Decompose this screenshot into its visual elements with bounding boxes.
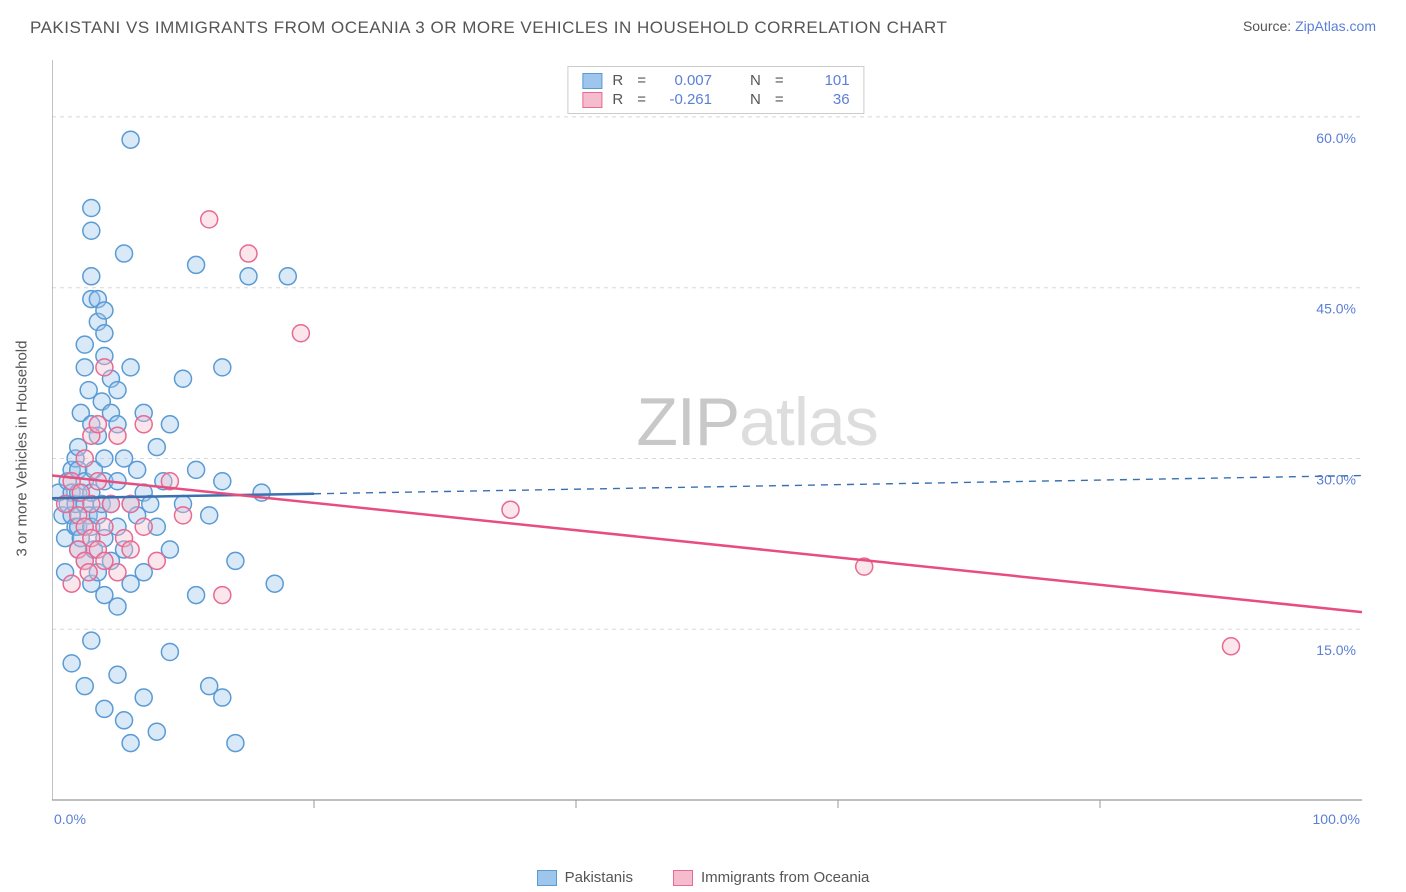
- stat-r-value: -0.261: [656, 91, 712, 108]
- legend-swatch: [582, 73, 602, 89]
- legend-item: Immigrants from Oceania: [673, 869, 869, 886]
- stat-r-label: R: [612, 91, 623, 108]
- source-attribution: Source: ZipAtlas.com: [1243, 18, 1376, 34]
- legend-label: Immigrants from Oceania: [701, 869, 869, 886]
- legend-swatch: [537, 870, 557, 886]
- stats-legend: R = 0.007 N = 101 R = -0.261 N = 36: [567, 66, 864, 114]
- svg-text:60.0%: 60.0%: [1316, 130, 1356, 146]
- equals-sign: =: [637, 72, 646, 89]
- svg-text:15.0%: 15.0%: [1316, 642, 1356, 658]
- stat-n-label: N: [750, 91, 761, 108]
- legend-swatch: [673, 870, 693, 886]
- series-legend: Pakistanis Immigrants from Oceania: [0, 869, 1406, 886]
- chart-container: PAKISTANI VS IMMIGRANTS FROM OCEANIA 3 O…: [0, 0, 1406, 892]
- legend-swatch: [582, 92, 602, 108]
- plot-area: 15.0%30.0%45.0%60.0%0.0%100.0% ZIPatlas …: [52, 60, 1380, 830]
- legend-label: Pakistanis: [565, 869, 633, 886]
- stat-n-label: N: [750, 72, 761, 89]
- stat-n-value: 101: [794, 72, 850, 89]
- source-link[interactable]: ZipAtlas.com: [1295, 18, 1376, 34]
- scatter-plot-svg: 15.0% 30.0% 45.0% 60.0% 0.0% 100.0%: [52, 60, 1380, 830]
- stat-n-value: 36: [794, 91, 850, 108]
- equals-sign: =: [775, 72, 784, 89]
- title-row: PAKISTANI VS IMMIGRANTS FROM OCEANIA 3 O…: [0, 0, 1406, 38]
- stats-legend-row: R = 0.007 N = 101: [568, 71, 863, 90]
- stat-r-label: R: [612, 72, 623, 89]
- stat-r-value: 0.007: [656, 72, 712, 89]
- y-axis-label: 3 or more Vehicles in Household: [14, 341, 31, 557]
- svg-text:100.0%: 100.0%: [1313, 811, 1360, 827]
- stats-legend-row: R = -0.261 N = 36: [568, 90, 863, 109]
- equals-sign: =: [775, 91, 784, 108]
- legend-item: Pakistanis: [537, 869, 633, 886]
- equals-sign: =: [637, 91, 646, 108]
- source-prefix: Source:: [1243, 18, 1295, 34]
- svg-text:45.0%: 45.0%: [1316, 301, 1356, 317]
- chart-title: PAKISTANI VS IMMIGRANTS FROM OCEANIA 3 O…: [30, 18, 947, 38]
- svg-text:0.0%: 0.0%: [54, 811, 86, 827]
- svg-text:30.0%: 30.0%: [1316, 471, 1356, 487]
